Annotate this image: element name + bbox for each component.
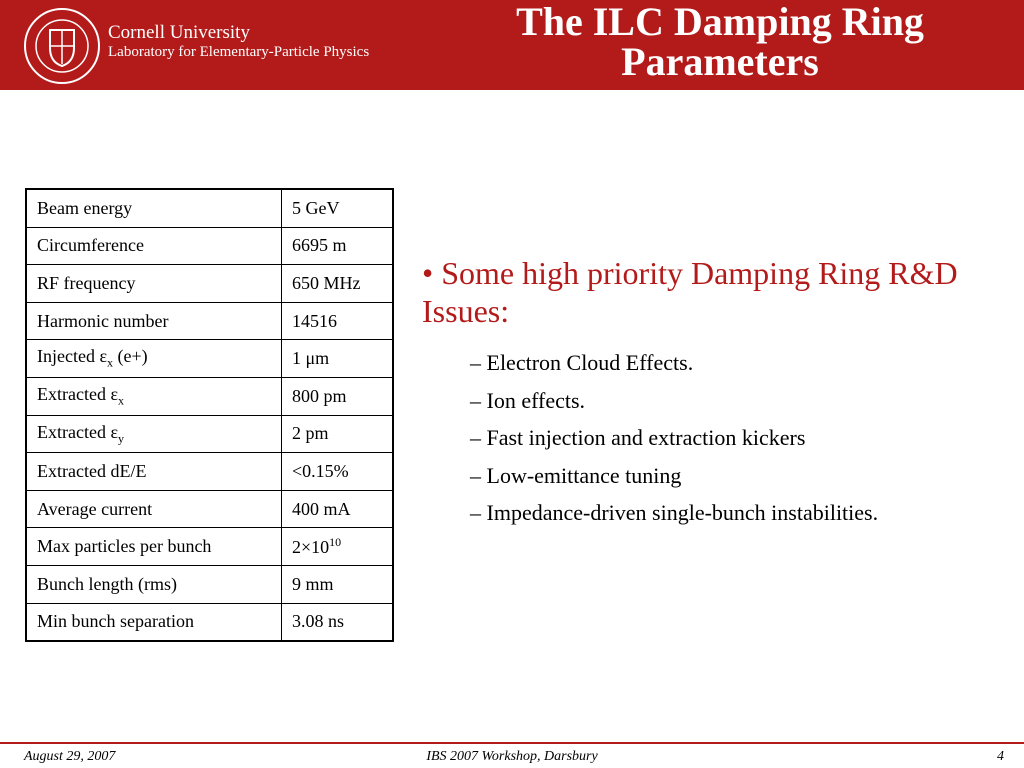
table-cell: Injected εx (e+): [25, 339, 282, 378]
subscript: y: [118, 431, 125, 446]
superscript: 10: [329, 535, 342, 550]
footer-event: IBS 2007 Workshop, Darsbury: [426, 749, 598, 764]
sub-item: – Fast injection and extraction kickers: [470, 425, 806, 450]
title-line: Parameters: [621, 39, 819, 84]
table-cell: 1 μm: [281, 339, 394, 378]
seal: [24, 8, 100, 84]
bullet: • Some high priority Damping Ring R&D Is…: [422, 255, 958, 329]
table-cell: Extracted εy: [25, 414, 282, 454]
slide-title: The ILC Damping Ring Parameters: [420, 2, 1020, 82]
table-cell: 14516: [281, 301, 394, 341]
table-cell: Extracted εx: [25, 376, 282, 416]
table-cell: 800 pm: [281, 376, 394, 416]
table-cell: Average current: [25, 489, 282, 529]
table-cell: Harmonic number: [25, 301, 282, 341]
parameter-table: Beam energy 5 GeV Circumference 6695 m RF fr…: [25, 188, 394, 643]
table-cell: 5 GeV: [281, 188, 394, 228]
table-cell: RF frequency: [25, 264, 282, 303]
sub-item: – Impedance-driven single-bunch instabil…: [470, 500, 879, 525]
table-row: Beam energy 5 GeV: [25, 188, 394, 228]
subscript: x: [107, 355, 114, 370]
table-cell: Max particles per bunch: [25, 527, 282, 566]
table-row: Bunch length (rms) 9 mm: [25, 564, 394, 604]
table-cell: Bunch length (rms): [25, 564, 282, 604]
table-row: Max particles per bunch 2×1010: [25, 527, 394, 566]
title-line: The ILC Damping Ring: [516, 0, 924, 44]
table-cell: 2×1010: [281, 527, 394, 566]
table-cell: <0.15%: [281, 452, 394, 491]
table-row: Extracted εy 2 pm: [25, 414, 394, 454]
footer-date: August 29, 2007: [24, 749, 116, 764]
bullet-text: Some high priority Damping Ring R&D Issu…: [422, 255, 958, 329]
organization: Cornell University: [108, 22, 250, 43]
sub-item-text: Fast injection and extraction kickers: [486, 425, 806, 450]
table-row: Circumference 6695 m: [25, 226, 394, 266]
sub-item: – Electron Cloud Effects.: [470, 350, 694, 375]
subscript: x: [118, 393, 125, 408]
laboratory: Laboratory for Elementary-Particle Physi…: [108, 44, 370, 60]
sub-item-text: Impedance-driven single-bunch instabilit…: [486, 500, 879, 525]
sub-item-text: Low-emittance tuning: [486, 462, 682, 488]
table-row: Average current 400 mA: [25, 489, 394, 529]
cell-text: 2×10: [292, 537, 330, 558]
table-cell: 2 pm: [281, 414, 394, 454]
table-cell: Circumference: [25, 226, 282, 266]
footer-line: [0, 742, 1024, 744]
table-cell: 6695 m: [281, 226, 394, 266]
table-row: RF frequency 650 MHz: [25, 264, 394, 303]
table-cell: Beam energy: [25, 188, 282, 228]
cell-text: Extracted ε: [37, 421, 119, 442]
sub-item: – Ion effects.: [470, 387, 586, 413]
table-cell: Extracted dE/E: [25, 452, 282, 491]
table-row: Extracted dE/E <0.15%: [25, 452, 394, 491]
cell-text: (e+): [113, 346, 148, 367]
sub-item: – Low-emittance tuning: [470, 462, 682, 488]
sub-item-text: Ion effects.: [486, 387, 586, 413]
table-row: Min bunch separation 3.08 ns: [25, 602, 394, 642]
table-cell: 650 MHz: [281, 264, 394, 303]
footer-page: 4: [997, 749, 1004, 764]
sub-items: – Electron Cloud Effects. – Ion effects. –…: [470, 344, 878, 532]
cell-text: Injected ε: [37, 346, 108, 367]
table-row: Injected εx (e+) 1 μm: [25, 339, 394, 378]
table-row: Harmonic number 14516: [25, 301, 394, 341]
header-band: [0, 0, 1024, 90]
table-row: Extracted εx 800 pm: [25, 376, 394, 416]
cell-text: Extracted ε: [37, 383, 119, 404]
table-cell: Min bunch separation: [25, 602, 282, 642]
sub-item-text: Electron Cloud Effects.: [486, 350, 694, 375]
table-cell: 9 mm: [281, 564, 394, 604]
table-cell: 3.08 ns: [281, 602, 394, 642]
table-cell: 400 mA: [281, 489, 394, 529]
